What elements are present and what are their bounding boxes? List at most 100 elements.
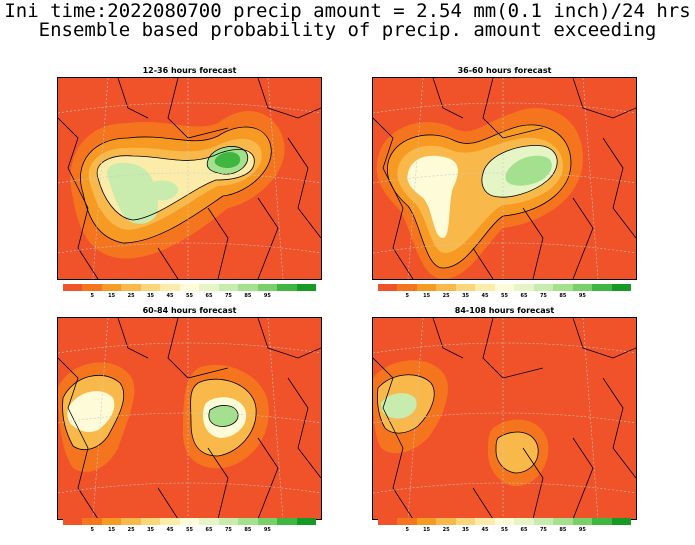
colorbar-segment <box>296 518 317 525</box>
colorbar-segment <box>436 518 456 525</box>
colorbar-segment <box>611 284 632 291</box>
colorbar-segment <box>63 518 83 525</box>
main-subtitle: Ensemble based probability of precip. am… <box>38 19 657 41</box>
colorbar-tick-label: 65 <box>205 527 213 533</box>
colorbar-tick-label: 85 <box>559 293 567 299</box>
colorbar-tick-label: 45 <box>166 293 174 299</box>
colorbar-segment <box>378 284 398 291</box>
colorbar-segment <box>121 284 141 291</box>
colorbar-tick-label: 55 <box>501 527 508 533</box>
colorbar <box>63 284 317 291</box>
colorbar-segment <box>436 284 456 291</box>
colorbar-labels: 5 15 25 35 45 55 65 75 85 95 <box>378 293 631 301</box>
colorbar-tick-label: 15 <box>108 527 116 533</box>
colorbar-segment <box>238 518 258 525</box>
colorbar-segment <box>378 518 398 525</box>
colorbar-tick-label: 75 <box>224 527 232 533</box>
colorbar-segment <box>455 284 476 291</box>
colorbar-segment <box>296 284 317 291</box>
colorbar-segment <box>101 518 122 525</box>
precip-probability-map <box>372 317 637 520</box>
colorbar-tick-label: 25 <box>442 293 450 299</box>
colorbar-segment <box>455 518 476 525</box>
colorbar-segment <box>397 284 417 291</box>
colorbar-tick-label: 5 <box>90 527 94 533</box>
forecast-panel-60-84: 60-84 hours forecast 5 15 25 35 45 55 65 75 85 95 <box>57 306 322 536</box>
colorbar-segment <box>514 518 534 525</box>
colorbar-segment <box>416 284 437 291</box>
colorbar-segment <box>572 518 593 525</box>
colorbar-tick-label: 95 <box>578 293 586 299</box>
colorbar-segment <box>416 518 437 525</box>
colorbar-segment <box>121 518 141 525</box>
colorbar-tick-label: 15 <box>423 293 431 299</box>
colorbar-segment <box>218 518 239 525</box>
colorbar-tick-label: 85 <box>244 527 252 533</box>
colorbar-segment <box>82 518 102 525</box>
colorbar-tick-label: 85 <box>559 527 567 533</box>
colorbar-tick-label: 35 <box>147 527 155 533</box>
colorbar-segment <box>533 518 554 525</box>
colorbar-segment <box>533 284 554 291</box>
colorbar-tick-label: 75 <box>539 527 547 533</box>
colorbar-segment <box>514 284 534 291</box>
colorbar-tick-label: 45 <box>481 527 489 533</box>
colorbar-tick-label: 65 <box>520 293 528 299</box>
colorbar-tick-label: 65 <box>205 293 213 299</box>
colorbar-segment <box>475 284 495 291</box>
colorbar-tick-label: 5 <box>405 527 409 533</box>
colorbar-segment <box>494 518 515 525</box>
colorbar-tick-label: 55 <box>186 293 193 299</box>
colorbar-labels: 5 15 25 35 45 55 65 75 85 95 <box>63 293 316 301</box>
forecast-panel-84-108: 84-108 hours forecast 5 15 25 35 45 55 65 75 85 9… <box>372 306 637 536</box>
panel-title: 60-84 hours forecast <box>142 306 237 315</box>
panel-title: 36-60 hours forecast <box>457 66 552 75</box>
colorbar-segment <box>553 284 573 291</box>
colorbar-segment <box>238 284 258 291</box>
colorbar-segment <box>82 284 102 291</box>
colorbar-tick-label: 45 <box>481 293 489 299</box>
colorbar-segment <box>199 518 219 525</box>
colorbar-segment <box>592 284 612 291</box>
colorbar-segment <box>611 518 632 525</box>
colorbar-segment <box>397 518 417 525</box>
colorbar-tick-label: 85 <box>244 293 252 299</box>
colorbar-segment <box>179 518 200 525</box>
colorbar-tick-label: 95 <box>578 527 586 533</box>
forecast-panel-36-60: 36-60 hours forecast 5 15 25 35 45 55 65 75 85 95 <box>372 66 637 299</box>
precip-probability-map <box>57 77 322 280</box>
forecast-panel-12-36: 12-36 hours forecast 5 15 25 35 45 55 65 75 85 95 <box>57 66 322 299</box>
colorbar-tick-label: 55 <box>186 527 193 533</box>
colorbar-segment <box>140 518 161 525</box>
colorbar-tick-label: 25 <box>127 293 135 299</box>
colorbar-segment <box>63 284 83 291</box>
panel-title: 12-36 hours forecast <box>142 66 237 75</box>
colorbar-segment <box>199 284 219 291</box>
colorbar-tick-label: 75 <box>224 293 232 299</box>
colorbar-tick-label: 25 <box>127 527 135 533</box>
colorbar-segment <box>160 284 180 291</box>
colorbar-tick-label: 25 <box>442 527 450 533</box>
colorbar-tick-label: 95 <box>263 527 271 533</box>
colorbar-segment <box>179 284 200 291</box>
colorbar-segment <box>553 518 573 525</box>
colorbar-tick-label: 35 <box>147 293 155 299</box>
panel-title: 84-108 hours forecast <box>454 306 555 315</box>
colorbar-tick-label: 45 <box>166 527 174 533</box>
colorbar-tick-label: 65 <box>520 527 528 533</box>
main-title: Ini time:2022080700 precip amount = 2.54… <box>4 0 691 22</box>
colorbar-labels: 5 15 25 35 45 55 65 75 85 95 <box>63 527 316 535</box>
colorbar <box>378 518 632 525</box>
colorbar <box>378 284 632 291</box>
colorbar-segment <box>277 518 297 525</box>
colorbar-segment <box>257 518 278 525</box>
colorbar-segment <box>475 518 495 525</box>
colorbar-tick-label: 15 <box>423 527 431 533</box>
colorbar-tick-label: 75 <box>539 293 547 299</box>
colorbar-segment <box>592 518 612 525</box>
colorbar <box>63 518 317 525</box>
colorbar-tick-label: 35 <box>462 527 470 533</box>
precip-probability-map <box>372 77 637 280</box>
colorbar-segment <box>277 284 297 291</box>
colorbar-segment <box>160 518 180 525</box>
